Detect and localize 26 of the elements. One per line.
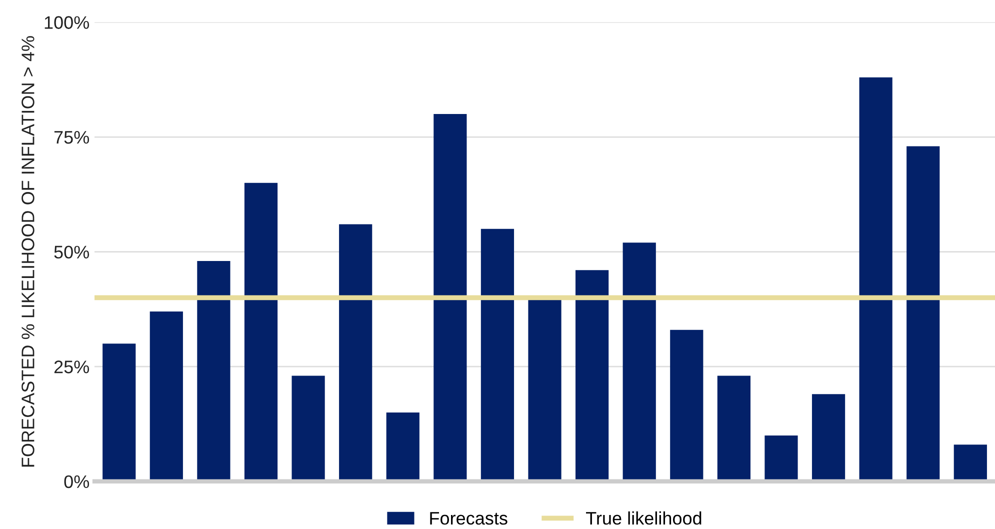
bar bbox=[764, 435, 798, 482]
bar bbox=[244, 182, 278, 482]
bar bbox=[717, 376, 750, 482]
bar bbox=[954, 444, 987, 482]
bar bbox=[150, 311, 183, 482]
bar bbox=[906, 146, 940, 482]
y-tick-label: 50% bbox=[54, 246, 90, 259]
y-axis-title: FORECASTED % LIKELIHOOD OF INFLATION > 4% bbox=[22, 36, 34, 467]
y-tick-label: 0% bbox=[64, 475, 90, 488]
bar bbox=[434, 114, 467, 482]
bar bbox=[102, 344, 136, 482]
bar bbox=[670, 330, 704, 482]
bar bbox=[859, 77, 892, 482]
y-tick-label: 75% bbox=[54, 131, 90, 144]
bar bbox=[339, 224, 372, 482]
bar bbox=[576, 270, 609, 482]
bar bbox=[622, 242, 656, 482]
bar bbox=[480, 228, 514, 482]
bar bbox=[197, 260, 230, 482]
bar bbox=[386, 412, 420, 482]
legend-label: Forecasts bbox=[430, 512, 508, 525]
y-tick-label: 25% bbox=[54, 360, 90, 374]
legend-label: True likelihood bbox=[586, 511, 702, 525]
bar bbox=[812, 394, 846, 482]
bar bbox=[292, 376, 325, 482]
y-tick-label: 100% bbox=[44, 16, 90, 29]
